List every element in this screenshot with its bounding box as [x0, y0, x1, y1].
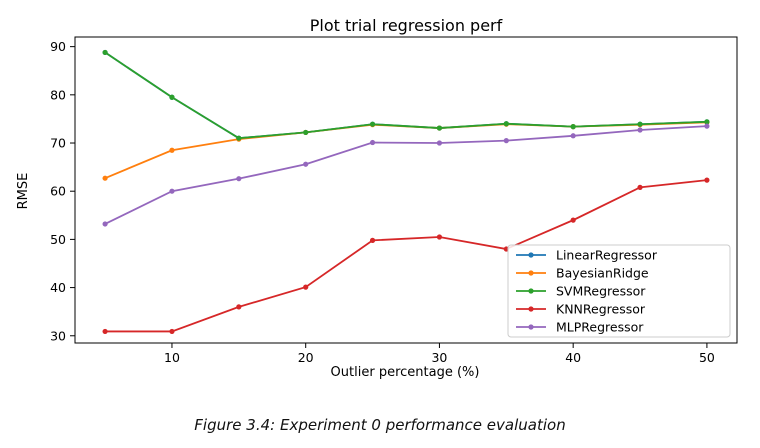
legend-marker: [528, 252, 534, 258]
plot-area: [74, 36, 738, 344]
data-point: [303, 284, 309, 290]
legend-label: KNNRegressor: [556, 302, 646, 317]
data-point: [436, 125, 443, 131]
data-point: [236, 135, 242, 141]
series-layer: [102, 49, 710, 335]
series-line: [104, 51, 707, 140]
x-tick-label: 10: [164, 350, 180, 365]
data-point: [303, 161, 309, 167]
legend-marker: [528, 288, 534, 294]
data-point: [503, 138, 509, 144]
data-point: [436, 234, 443, 240]
y-tick-label: 40: [50, 280, 66, 295]
data-point: [570, 217, 576, 223]
data-point: [704, 177, 710, 183]
series-line: [104, 121, 707, 180]
x-tick-label: 30: [431, 350, 447, 365]
legend-item: KNNRegressor: [516, 302, 646, 317]
data-point: [637, 127, 643, 133]
y-axis-label: RMSE: [16, 173, 31, 210]
legend-marker: [528, 306, 534, 312]
y-tick-label: 70: [50, 136, 66, 151]
legend-box: [507, 244, 731, 338]
legend-item: BayesianRidge: [516, 266, 649, 281]
x-tick-label: 20: [298, 350, 314, 365]
legend-label: LinearRegressor: [556, 248, 658, 263]
data-point: [169, 188, 175, 194]
series-bayesianridge: [102, 119, 710, 181]
y-tick-label: 60: [50, 184, 66, 199]
legend-marker: [528, 324, 534, 330]
data-point: [369, 237, 376, 243]
data-point: [169, 147, 175, 153]
chart-title: Plot trial regression perf: [310, 16, 503, 35]
legend-item: SVMRegressor: [516, 284, 646, 299]
data-point: [369, 121, 376, 127]
data-point: [637, 184, 643, 190]
y-tick-label: 80: [50, 87, 66, 102]
line-chart: Plot trial regression perf 30 40 50 60 70 80 9…: [16, 16, 738, 380]
figure-caption: Figure 3.4: Experiment 0 performance eva…: [194, 416, 566, 434]
legend-item: MLPRegressor: [516, 320, 644, 335]
legend: LinearRegressor BayesianRidge SVMRegressor…: [507, 244, 731, 338]
data-point: [369, 139, 376, 146]
y-tick-label: 90: [50, 39, 66, 54]
data-point: [503, 121, 509, 127]
data-point: [236, 304, 242, 310]
data-point: [704, 123, 710, 129]
data-point: [102, 175, 108, 181]
x-axis: 10 20 30 40 50: [164, 343, 715, 365]
data-point: [570, 133, 576, 139]
legend-label: SVMRegressor: [556, 284, 646, 299]
data-point: [436, 140, 443, 146]
series-line: [105, 179, 708, 333]
y-axis: 30 40 50 60 70 80 90: [50, 39, 75, 343]
data-point: [169, 328, 175, 335]
data-point: [570, 124, 576, 130]
series-line: [104, 125, 707, 225]
legend-label: BayesianRidge: [556, 266, 649, 281]
x-axis-label: Outlier percentage (%): [331, 365, 480, 380]
data-point: [102, 221, 108, 227]
legend-item: LinearRegressor: [516, 248, 658, 263]
series-mlpregressor: [102, 123, 710, 227]
data-point: [102, 328, 108, 335]
y-tick-label: 30: [50, 328, 66, 343]
data-point: [102, 49, 108, 56]
series-svmregressor: [102, 49, 710, 141]
legend-label: MLPRegressor: [556, 320, 644, 335]
x-tick-label: 50: [699, 350, 715, 365]
data-point: [236, 176, 242, 182]
data-point: [303, 129, 309, 136]
y-tick-label: 50: [50, 232, 66, 247]
data-point: [637, 121, 643, 127]
data-point: [704, 119, 710, 125]
data-point: [169, 94, 175, 100]
series-knnregressor: [102, 177, 710, 335]
x-tick-label: 40: [565, 350, 581, 365]
legend-marker: [528, 270, 534, 276]
